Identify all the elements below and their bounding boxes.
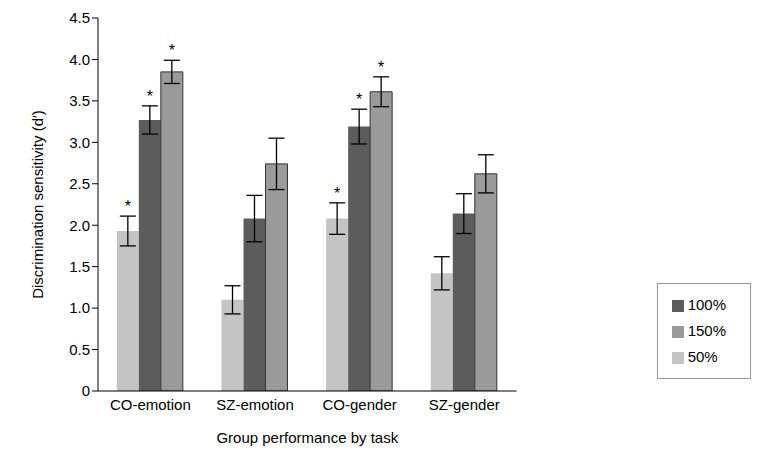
svg-text:2.5: 2.5 — [69, 175, 90, 192]
svg-text:*: * — [125, 198, 131, 215]
html-text:150%: 150% — [687, 322, 726, 339]
svg-text:*: * — [356, 91, 362, 108]
svg-text:0: 0 — [82, 382, 90, 399]
svg-text:*: * — [147, 88, 153, 105]
svg-text:3.0: 3.0 — [69, 134, 90, 151]
svg-text:SZ-emotion: SZ-emotion — [216, 396, 294, 413]
svg-text:Group performance by task: Group performance by task — [216, 429, 398, 446]
svg-text:4.5: 4.5 — [69, 9, 90, 26]
svg-text:Discrimination sensitivity (d′: Discrimination sensitivity (d′) — [29, 110, 46, 299]
svg-text:*: * — [169, 42, 175, 59]
svg-text:2.0: 2.0 — [69, 217, 90, 234]
svg-text:0.5: 0.5 — [69, 341, 90, 358]
svg-text:1.5: 1.5 — [69, 258, 90, 275]
svg-text:4.0: 4.0 — [69, 51, 90, 68]
svg-text:*: * — [334, 185, 340, 202]
svg-text:*: * — [378, 59, 384, 76]
html-text:50%: 50% — [687, 348, 718, 365]
svg-text:SZ-gender: SZ-gender — [429, 396, 500, 413]
html-text:100%: 100% — [687, 296, 726, 313]
svg-text:1.0: 1.0 — [69, 299, 90, 316]
svg-text:CO-gender: CO-gender — [323, 396, 397, 413]
svg-text:3.5: 3.5 — [69, 92, 90, 109]
svg-text:CO-emotion: CO-emotion — [110, 396, 191, 413]
